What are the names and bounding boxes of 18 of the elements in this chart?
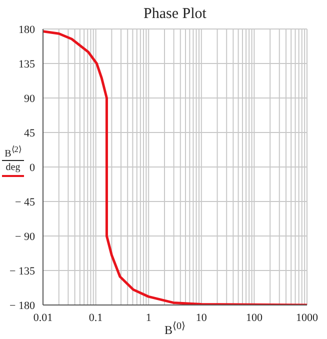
- chart-title: Phase Plot: [142, 6, 208, 23]
- y-tick-label: − 180: [10, 300, 36, 312]
- y-axis-title: B$^{⟨2⟩}$ deg: [4, 144, 22, 174]
- y-tick-label: 90: [24, 92, 36, 105]
- y-tick-label: 135: [18, 58, 36, 70]
- x-tick-label: 0.01: [33, 312, 53, 324]
- x-tick-label: 1: [146, 312, 152, 324]
- y-tick-label: − 45: [15, 196, 36, 208]
- y-tick-label: 0: [30, 162, 36, 174]
- y-tick-label: 180: [18, 24, 36, 36]
- y-tick-label: − 90: [15, 230, 36, 243]
- y-tick-label: − 135: [10, 265, 36, 278]
- x-tick-label: 10: [196, 312, 208, 324]
- x-tick-label: 1000: [296, 312, 318, 324]
- x-axis-title: B$^{⟨0⟩}$: [164, 321, 186, 337]
- y-tick-label: 45: [24, 127, 36, 140]
- x-tick-label: 100: [246, 312, 263, 324]
- x-tick-label: 0.1: [88, 312, 103, 324]
